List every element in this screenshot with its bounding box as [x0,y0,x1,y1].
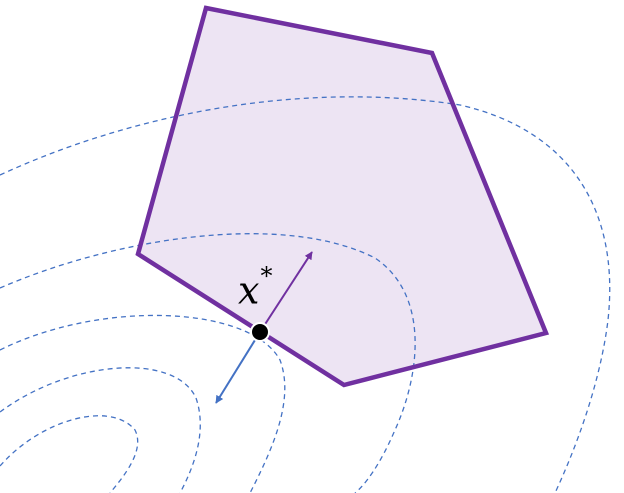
optimum-point [250,322,270,342]
optimum-point-label: x* [238,264,272,313]
contour-line [0,96,611,493]
contour-line [0,314,286,493]
contour-line [0,415,139,493]
constraint-normal-arrow [259,251,313,333]
objective-gradient-arrow [215,331,261,404]
contour-line [0,367,201,493]
feasible-region-fill [138,8,546,385]
optimum-superscript: * [260,262,273,290]
feasible-region [135,5,550,388]
optimum-symbol: x [238,268,260,313]
